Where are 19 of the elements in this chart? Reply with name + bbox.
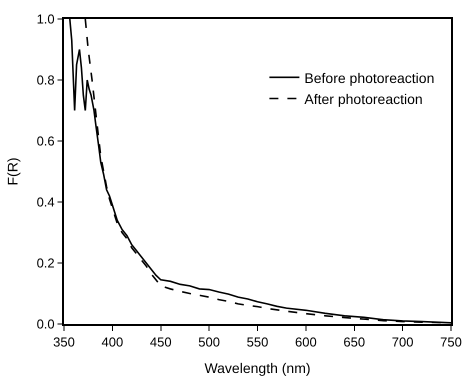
y-tick-label: 0.8 [36,72,55,88]
legend-label: After photoreaction [304,90,423,107]
x-tick-label: 450 [150,334,172,350]
x-tick-label: 700 [392,334,414,350]
x-tick-label: 750 [440,334,462,350]
y-tick-label: 0.2 [36,256,55,271]
legend-label: Before photoreaction [304,70,434,86]
x-tick-label: 400 [102,334,124,350]
x-axis-title: Wavelength (nm) [204,360,311,376]
x-tick-label: 500 [198,334,220,350]
x-tick-label: 350 [53,334,75,350]
x-tick-label: 600 [295,334,317,350]
x-tick-label: 550 [246,334,268,350]
y-tick-label: 0.4 [36,194,55,210]
y-tick-label: 0.6 [36,134,55,149]
x-tick-label: 650 [343,334,366,350]
y-tick-label: 1.0 [36,12,55,27]
y-tick-label: 0.0 [36,316,55,332]
y-axis-title: F(R) [4,158,21,186]
